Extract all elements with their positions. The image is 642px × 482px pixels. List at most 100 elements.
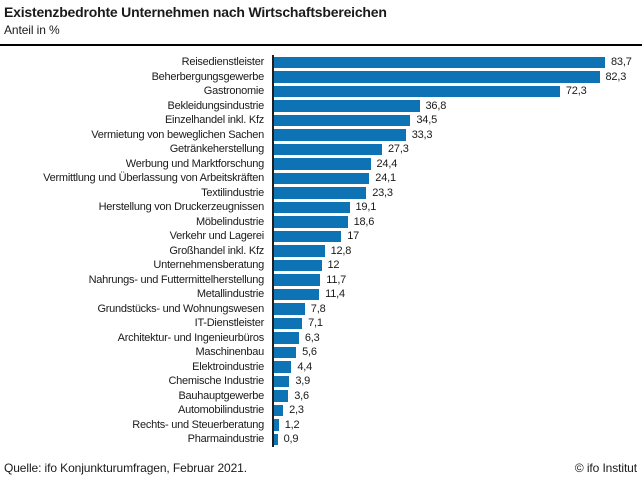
bar	[274, 85, 560, 97]
bar-cell: 7,8	[272, 301, 642, 316]
chart-header: Existenzbedrohte Unternehmen nach Wirtsc…	[0, 0, 642, 46]
chart-row: Vermietung von beweglichen Sachen 33,3	[0, 127, 642, 142]
bar-cell: 12,8	[272, 243, 642, 258]
bar-cell: 17	[272, 229, 642, 244]
bar-cell: 1,2	[272, 417, 642, 432]
chart-row: Vermittlung und Überlassung von Arbeitsk…	[0, 171, 642, 186]
chart-row: Möbelindustrie 18,6	[0, 214, 642, 229]
bar	[274, 245, 325, 257]
bar	[274, 143, 382, 155]
category-label: Elektroindustrie	[192, 360, 264, 373]
value-label: 4,4	[297, 360, 313, 373]
chart-row: Grundstücks- und Wohnungswesen 7,8	[0, 301, 642, 316]
bar-cell: 0,9	[272, 432, 642, 447]
chart-row: Einzelhandel inkl. Kfz 34,5	[0, 113, 642, 128]
value-label: 17	[347, 230, 360, 243]
bar	[274, 71, 600, 83]
value-label: 12,8	[330, 244, 352, 257]
value-label: 18,6	[353, 215, 375, 228]
category-label: Einzelhandel inkl. Kfz	[164, 114, 264, 127]
value-label: 0,9	[283, 433, 299, 446]
bar	[274, 114, 411, 126]
bar-cell: 3,9	[272, 374, 642, 389]
bar-cell: 6,3	[272, 330, 642, 345]
bar	[274, 259, 322, 271]
category-label: Maschinenbau	[195, 346, 264, 359]
value-label: 6,3	[304, 331, 320, 344]
category-label: Metallindustrie	[196, 288, 264, 301]
chart-row: Getränkeherstellung 27,3	[0, 142, 642, 157]
chart-row: Textilindustrie 23,3	[0, 185, 642, 200]
chart-footer: Quelle: ifo Konjunkturumfragen, Februar …	[4, 461, 637, 475]
bar	[274, 390, 289, 402]
category-label: Chemische Industrie	[168, 375, 264, 388]
category-label: Gastronomie	[203, 85, 264, 98]
bar	[274, 346, 297, 358]
chart-row: IT-Dienstleister 7,1	[0, 316, 642, 331]
bar-cell: 12	[272, 258, 642, 273]
bar	[274, 404, 284, 416]
chart-row: Unternehmensberatung 12	[0, 258, 642, 273]
value-label: 3,6	[294, 389, 309, 402]
bar-chart: Reisedienstleister 83,7 Beherbergungsgewer…	[0, 55, 642, 447]
bar-cell: 82,3	[272, 69, 642, 84]
category-label: Textilindustrie	[201, 186, 264, 199]
value-label: 3,9	[295, 375, 311, 388]
chart-row: Bekleidungsindustrie 36,8	[0, 98, 642, 113]
bar	[274, 317, 303, 329]
bar	[274, 56, 605, 68]
chart-row: Gastronomie 72,3	[0, 84, 642, 99]
bar	[274, 361, 292, 373]
category-label: Rechts- und Steuerberatung	[132, 418, 264, 431]
value-label: 7,8	[310, 302, 326, 315]
chart-row: Architektur- und Ingenieurbüros 6,3	[0, 330, 642, 345]
category-label: Architektur- und Ingenieurbüros	[117, 331, 265, 344]
bar	[274, 274, 321, 286]
bar	[274, 216, 348, 228]
category-label: Grundstücks- und Wohnungswesen	[97, 302, 264, 315]
category-label: Verkehr und Lagerei	[169, 230, 265, 243]
value-label: 5,6	[302, 346, 317, 359]
category-label: Vermietung von beweglichen Sachen	[91, 128, 264, 141]
bar-cell: 27,3	[272, 142, 642, 157]
value-label: 23,3	[372, 186, 393, 199]
category-label: Getränkeherstellung	[169, 143, 265, 156]
category-label: Bekleidungsindustrie	[167, 99, 264, 112]
value-label: 1,2	[284, 418, 300, 431]
bar	[274, 288, 320, 300]
bar	[274, 433, 278, 445]
bar-cell: 11,4	[272, 287, 642, 302]
category-label: Möbelindustrie	[195, 215, 264, 228]
page-title: Existenzbedrohte Unternehmen nach Wirtsc…	[4, 4, 387, 20]
chart-row: Nahrungs- und Futtermittelherstellung 11,…	[0, 272, 642, 287]
category-label: Herstellung von Druckerzeugnissen	[98, 201, 265, 214]
bar-cell: 24,1	[272, 171, 642, 186]
bar-cell: 7,1	[272, 316, 642, 331]
bar-cell: 3,6	[272, 388, 642, 403]
bar	[274, 332, 299, 344]
bar-cell: 2,3	[272, 403, 642, 418]
chart-row: Metallindustrie 11,4	[0, 287, 642, 302]
category-label: Reisedienstleister	[181, 56, 265, 69]
chart-row: Beherbergungsgewerbe 82,3	[0, 69, 642, 84]
chart-row: Herstellung von Druckerzeugnissen 19,1	[0, 200, 642, 215]
value-label: 11,7	[326, 273, 347, 286]
chart-subtitle: Anteil in %	[4, 23, 60, 37]
bar	[274, 172, 370, 184]
bar	[274, 129, 406, 141]
chart-row: Verkehr und Lagerei 17	[0, 229, 642, 244]
bar	[274, 158, 371, 170]
value-label: 7,1	[308, 317, 323, 330]
chart-row: Rechts- und Steuerberatung 1,2	[0, 417, 642, 432]
value-label: 33,3	[411, 128, 433, 141]
value-label: 72,3	[565, 85, 587, 98]
value-label: 82,3	[605, 70, 627, 83]
bar-cell: 72,3	[272, 84, 642, 99]
bar-cell: 4,4	[272, 359, 642, 374]
bar-cell: 11,7	[272, 272, 642, 287]
bar-cell: 5,6	[272, 345, 642, 360]
chart-row: Reisedienstleister 83,7	[0, 55, 642, 70]
value-label: 34,5	[416, 114, 437, 127]
category-label: Unternehmensberatung	[153, 259, 264, 272]
bar	[274, 201, 350, 213]
